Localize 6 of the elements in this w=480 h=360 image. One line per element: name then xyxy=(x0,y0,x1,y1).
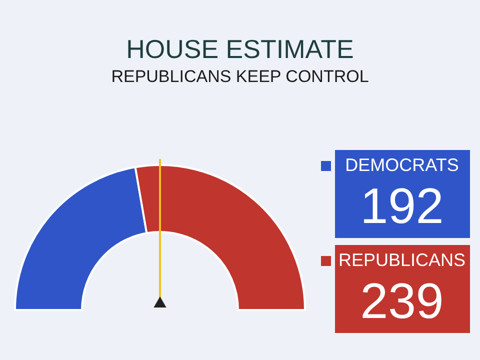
data-label: 239 xyxy=(360,273,444,329)
legend-label: REPUBLICANS xyxy=(338,250,466,270)
legend-label: DEMOCRATS xyxy=(345,155,459,175)
data-label: 192 xyxy=(360,178,444,234)
chart-title: HOUSE ESTIMATE xyxy=(126,34,354,64)
chart-subtitle: REPUBLICANS KEEP CONTROL xyxy=(111,67,369,86)
